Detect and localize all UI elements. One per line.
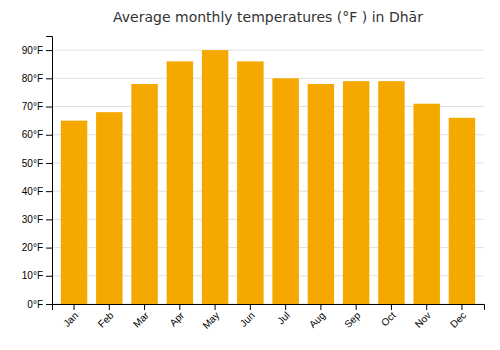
tick-label: Dec: [448, 310, 468, 330]
tick: Aug: [307, 304, 327, 330]
tick-mark: [250, 304, 251, 310]
axis-line: [53, 305, 485, 311]
tick-label: Jul: [275, 310, 292, 327]
tick-label: 60°F: [22, 129, 43, 140]
tick-mark: [74, 304, 75, 310]
grid: [52, 50, 484, 304]
tick: Apr: [167, 304, 186, 328]
tick-label: Oct: [379, 310, 398, 329]
tick-mark: [391, 304, 392, 310]
tick-label: Mar: [131, 309, 151, 329]
tick: 40°F: [22, 186, 52, 197]
tick: 20°F: [22, 242, 52, 253]
tick-label: 90°F: [22, 45, 43, 56]
tick-mark: [461, 304, 462, 310]
tick-label: Sep: [342, 309, 363, 330]
bar: [61, 121, 87, 304]
chart: 0°F 10°F 20°F 30°F 40°F 50°F 60°F 70°F 80°F 90°F J…: [0, 0, 500, 350]
bar: [237, 61, 263, 304]
x-axis: Jan Feb Mar Apr May Jun Jul Aug Sep Oct Nov Dec: [53, 304, 485, 331]
tick-mark: [144, 304, 145, 310]
tick: 80°F: [22, 73, 52, 84]
tick: Jul: [275, 304, 292, 326]
tick-mark: [356, 304, 357, 310]
tick-mark: [179, 304, 180, 310]
tick-mark: [46, 248, 52, 249]
plot-area: 0°F 10°F 20°F 30°F 40°F 50°F 60°F 70°F 80°F 90°F J…: [22, 37, 485, 331]
tick-label: 40°F: [22, 186, 43, 197]
tick-mark: [46, 135, 52, 136]
tick-mark: [46, 304, 52, 305]
tick-mark: [320, 304, 321, 310]
tick: Jan: [61, 304, 80, 329]
bar: [343, 81, 369, 304]
tick-label: May: [200, 310, 221, 331]
tick: 50°F: [22, 158, 52, 169]
bar: [272, 78, 298, 304]
bars: [61, 50, 475, 304]
tick: 10°F: [22, 270, 52, 281]
tick-mark: [46, 276, 52, 277]
tick: Dec: [448, 304, 468, 330]
tick: Oct: [379, 304, 398, 328]
tick-mark: [46, 219, 52, 220]
bar: [131, 84, 157, 304]
grid-line: [52, 50, 484, 51]
tick-label: Jan: [61, 310, 80, 329]
tick: 70°F: [22, 101, 52, 112]
tick-mark: [109, 304, 110, 310]
tick: 60°F: [22, 129, 52, 140]
tick-mark: [46, 50, 52, 51]
tick-mark: [285, 304, 286, 310]
tick: Jun: [238, 304, 257, 329]
title: Average monthly temperatures (°F ) in Dh…: [113, 9, 423, 25]
grid-line: [52, 78, 484, 79]
tick-label: 50°F: [22, 158, 43, 169]
tick-mark: [46, 78, 52, 79]
tick-label: Jun: [238, 310, 257, 329]
tick-mark: [46, 107, 52, 108]
bar: [308, 84, 334, 304]
tick: 0°F: [27, 299, 52, 310]
bar: [449, 118, 475, 304]
tick-label: 30°F: [22, 214, 43, 225]
tick-mark: [215, 304, 216, 310]
tick-label: 20°F: [22, 242, 43, 253]
tick-label: 10°F: [22, 270, 43, 281]
tick-label: 70°F: [22, 101, 43, 112]
tick-label: Aug: [307, 310, 327, 330]
bar: [378, 81, 404, 304]
tick: Mar: [131, 304, 151, 330]
tick: 90°F: [22, 45, 52, 56]
tick: 30°F: [22, 214, 52, 225]
bar: [413, 104, 439, 304]
tick-label: 0°F: [27, 299, 43, 310]
tick-mark: [426, 304, 427, 310]
tick-label: Apr: [167, 309, 186, 328]
tick-label: Nov: [413, 310, 433, 330]
bar: [202, 50, 228, 304]
tick-label: 80°F: [22, 73, 43, 84]
tick: Nov: [413, 304, 433, 330]
tick-mark: [46, 163, 52, 164]
tick: Feb: [96, 304, 116, 330]
tick: Sep: [342, 304, 363, 330]
bar: [96, 112, 122, 304]
y-axis: 0°F 10°F 20°F 30°F 40°F 50°F 60°F 70°F 80°F 90°F: [22, 37, 53, 310]
bar: [167, 61, 193, 304]
tick: May: [200, 304, 221, 331]
axis-line: [46, 37, 53, 305]
tick-label: Feb: [96, 309, 116, 329]
tick-mark: [46, 191, 52, 192]
